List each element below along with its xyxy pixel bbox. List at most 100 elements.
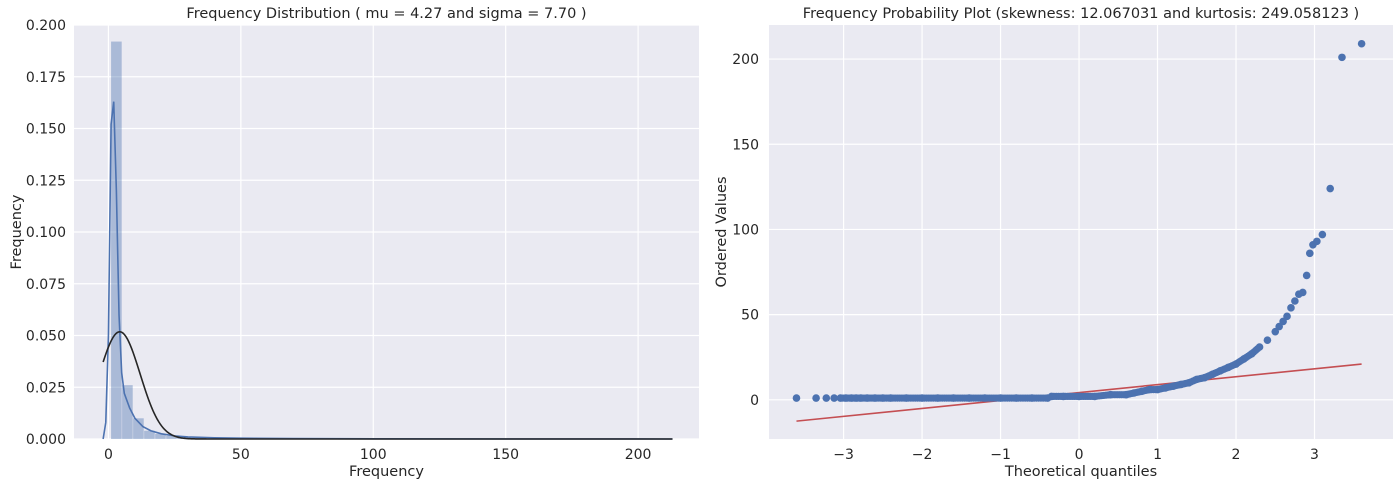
probability-point [1047,392,1056,401]
probability-x-ticks: −3 −2 −1 0 1 2 3 [833,447,1319,463]
probability-point [857,394,865,402]
probability-point [965,394,973,402]
histogram-y-tick-label: 0.075 [26,277,66,293]
probability-point [1302,271,1311,280]
histogram-x-ticks: 0 50 100 150 200 [104,447,651,463]
probability-y-tick-label: 100 [732,222,759,238]
histogram-bar [155,433,166,439]
histogram-lines [102,101,673,440]
probability-point [918,394,926,402]
probability-point [1224,363,1232,372]
histogram-x-label: Frequency [349,464,424,480]
probability-point [822,394,831,402]
probability-point [871,394,879,402]
probability-point [1177,380,1185,389]
probability-fit-line-group [796,363,1362,422]
histogram-bar [166,435,177,439]
probability-point [1192,375,1201,384]
probability-point [1208,370,1217,379]
probability-title: Frequency Probability Plot (skewness: 12… [803,6,1359,22]
probability-point [863,394,871,402]
probability-x-tick-label: 2 [1232,447,1241,463]
probability-y-tick-label: 200 [732,52,759,68]
probability-x-tick-label: −3 [833,447,854,463]
probability-x-tick-label: 0 [1075,447,1084,463]
probability-point [1298,288,1307,297]
probability-grid [769,25,1393,439]
probability-point [1291,297,1299,305]
histogram-y-tick-label: 0.050 [26,329,66,345]
probability-x-label: Theoretical quantiles [1004,464,1157,480]
probability-fit-line [796,363,1362,422]
probability-x-tick-label: 1 [1153,447,1162,463]
probability-point [1012,394,1021,402]
histogram-x-tick-label: 100 [360,447,387,463]
probability-point [1145,385,1154,394]
probability-point [933,394,942,402]
histogram-title: Frequency Distribution ( mu = 4.27 and s… [186,6,586,22]
probability-point [1075,392,1083,401]
probability-points [792,39,1366,402]
probability-point [1318,230,1327,239]
probability-point [1169,382,1178,390]
histogram-bar [122,385,133,439]
probability-point [981,394,989,402]
histogram-y-tick-label: 0.200 [26,18,66,34]
probability-y-ticks: 0 50 100 150 200 [732,52,759,409]
probability-point [949,394,958,402]
probability-point [842,394,850,402]
probability-y-tick-label: 150 [732,137,759,153]
probability-point [1232,360,1240,368]
probability-point [812,394,820,402]
probability-y-tick-label: 50 [741,308,759,324]
probability-point [1028,394,1036,402]
probability-point [1357,39,1366,48]
histogram-bar [144,430,155,439]
probability-point [996,394,1005,402]
probability-point [1338,53,1346,62]
histogram-y-ticks: 0.000 0.025 0.050 0.075 0.100 0.125 0.150 0.175… [26,18,66,448]
probability-point [1059,392,1068,401]
histogram-y-tick-label: 0.025 [26,380,66,396]
probability-point [1216,367,1225,375]
probability-point [1130,389,1138,397]
histogram-y-tick-label: 0.000 [26,432,66,448]
probability-point [1090,392,1099,401]
probability-plot-area [769,25,1393,439]
histogram-y-label: Frequency [9,194,25,269]
histogram-y-tick-label: 0.175 [26,70,66,86]
probability-point [1326,184,1335,193]
probability-point [879,394,887,402]
probability-point [1255,343,1264,351]
histogram-x-tick-label: 150 [492,447,519,463]
probability-plot-chart: −3 −2 −1 0 1 2 3 0 50 100 150 200 Frequency Probab… [714,6,1393,480]
histogram-x-tick-label: 200 [625,447,652,463]
histogram-grid [74,24,699,440]
probability-point [1263,336,1272,344]
probability-point [1313,237,1321,246]
probability-point [1106,390,1115,399]
probability-point [1247,350,1256,358]
histogram-y-tick-label: 0.100 [26,225,66,241]
probability-point [830,394,838,402]
probability-x-tick-label: −1 [990,447,1011,463]
probability-point [836,394,845,402]
normal-fit-curve [102,330,673,440]
histogram-y-tick-label: 0.150 [26,122,66,138]
probability-point [1240,355,1248,363]
histogram-x-tick-label: 0 [104,447,113,463]
probability-point [1161,384,1170,392]
probability-point [1287,304,1295,312]
histogram-bar [111,41,122,440]
probability-point [1200,373,1209,382]
probability-x-tick-label: 3 [1310,447,1319,463]
histogram-bar [133,418,144,439]
histogram-chart: 0 50 100 150 200 0.0000.0250.0500.0750.1000.… [9,6,699,480]
probability-y-label: Ordered Values [714,177,730,288]
histogram-y-tick-label: 0.125 [26,173,66,189]
probability-point [1122,390,1130,399]
histogram-x-tick-label: 50 [232,447,250,463]
probability-point [1138,387,1146,396]
probability-point [1153,385,1162,394]
